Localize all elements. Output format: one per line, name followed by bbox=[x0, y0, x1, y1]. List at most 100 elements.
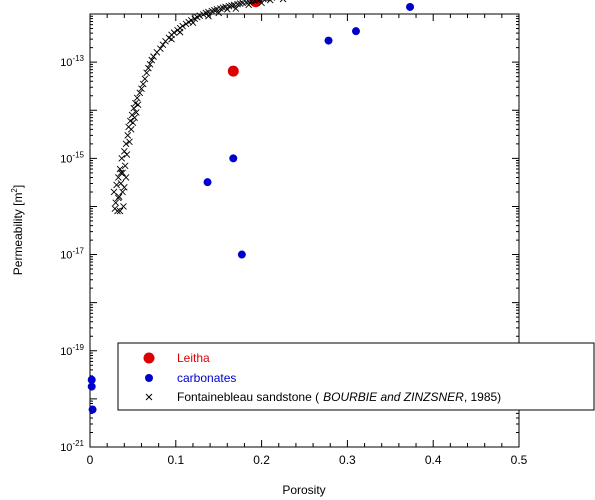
point-x bbox=[232, 5, 240, 12]
point-x bbox=[119, 169, 126, 177]
point-circle bbox=[87, 382, 96, 391]
y-axis-label: Permeability [m2] bbox=[10, 185, 25, 275]
point-x bbox=[266, 0, 274, 4]
legend-label-leitha: Leitha bbox=[177, 351, 210, 365]
point-x bbox=[205, 12, 212, 20]
point-x bbox=[259, 0, 267, 3]
point-x bbox=[121, 147, 128, 155]
point-x bbox=[124, 132, 132, 139]
legend-marker-fontainebleau bbox=[145, 393, 153, 401]
legend-box bbox=[117, 342, 595, 411]
legend-marker-leitha bbox=[143, 352, 155, 364]
y-tick-label: 10-13 bbox=[60, 54, 84, 69]
y-tick-label: 10-15 bbox=[60, 150, 84, 165]
data-points bbox=[87, 0, 415, 414]
point-x bbox=[145, 64, 152, 72]
legend: Leitha carbonates Fontainebleau sandston… bbox=[117, 342, 595, 411]
legend-label-carbonates: carbonates bbox=[177, 371, 236, 385]
y-axis-label-main: Permeability [m bbox=[11, 193, 25, 276]
point-x bbox=[117, 169, 125, 177]
point-x bbox=[223, 6, 231, 13]
x-axis-label: Porosity bbox=[282, 483, 325, 497]
point-x bbox=[114, 207, 121, 215]
point-circle bbox=[227, 65, 239, 77]
point-circle bbox=[237, 250, 246, 259]
point-x bbox=[148, 56, 156, 64]
point-circle bbox=[250, 0, 262, 8]
point-x bbox=[189, 19, 197, 27]
point-x bbox=[253, 0, 261, 4]
point-x bbox=[123, 151, 131, 158]
point-circle bbox=[203, 178, 212, 187]
point-x bbox=[129, 119, 137, 127]
y-tick-label: 10-19 bbox=[60, 343, 84, 358]
point-circle bbox=[324, 36, 333, 45]
point-x bbox=[127, 126, 135, 133]
x-tick-label: 0.5 bbox=[511, 453, 528, 467]
legend-marker-carbonates bbox=[145, 374, 153, 382]
point-x bbox=[134, 101, 142, 109]
point-circle bbox=[351, 27, 360, 36]
point-x bbox=[143, 69, 150, 77]
point-x bbox=[225, 2, 233, 10]
point-x bbox=[196, 12, 204, 20]
plot-frame bbox=[89, 13, 520, 448]
point-x bbox=[245, 0, 253, 6]
point-x bbox=[116, 207, 124, 215]
point-x bbox=[170, 29, 178, 36]
legend-label-fontainebleau-citation: BOURBIE and ZINZSNER bbox=[323, 390, 464, 404]
point-x bbox=[159, 41, 167, 49]
x-tick-label: 0.1 bbox=[167, 453, 184, 467]
point-x bbox=[219, 4, 227, 12]
point-circle bbox=[406, 2, 415, 11]
point-circle bbox=[87, 375, 96, 384]
point-x bbox=[141, 75, 149, 83]
y-tick-labels: 10-13 10-15 10-17 10-19 10-21 bbox=[60, 54, 84, 454]
point-x bbox=[258, 0, 265, 7]
point-x bbox=[146, 60, 154, 68]
point-x bbox=[236, 0, 244, 7]
point-x bbox=[136, 89, 144, 97]
point-x bbox=[215, 9, 223, 17]
point-x bbox=[139, 80, 147, 88]
point-circle bbox=[229, 154, 238, 163]
legend-label-fontainebleau-main: Fontainebleau sandstone ( bbox=[177, 390, 319, 404]
point-x bbox=[176, 28, 184, 36]
point-x bbox=[114, 194, 122, 202]
y-tick-label: 10-21 bbox=[60, 439, 84, 454]
legend-label-fontainebleau-suffix: , 1985) bbox=[464, 390, 501, 404]
point-x bbox=[133, 109, 140, 116]
point-x bbox=[279, 0, 287, 3]
x-tick-labels: 0 0.1 0.2 0.3 0.4 0.5 bbox=[87, 453, 528, 467]
y-axis-label-sup: 2 bbox=[10, 188, 19, 193]
point-x bbox=[179, 22, 186, 30]
point-x bbox=[168, 35, 175, 43]
point-x bbox=[120, 203, 127, 210]
point-x bbox=[138, 85, 145, 93]
point-x bbox=[122, 140, 130, 148]
point-x bbox=[112, 199, 120, 206]
point-x bbox=[150, 53, 157, 60]
point-x bbox=[113, 181, 120, 189]
point-x bbox=[126, 138, 133, 146]
point-x bbox=[121, 183, 128, 191]
point-x bbox=[234, 0, 241, 8]
x-tick-label: 0.3 bbox=[339, 453, 356, 467]
point-x bbox=[245, 1, 253, 9]
point-x bbox=[130, 104, 138, 112]
point-x bbox=[131, 114, 138, 121]
point-x bbox=[247, 0, 255, 5]
point-x bbox=[118, 155, 126, 162]
point-x bbox=[116, 165, 124, 173]
x-tick-label: 0.2 bbox=[253, 453, 270, 467]
point-x bbox=[256, 0, 264, 3]
point-x bbox=[217, 5, 224, 12]
legend-label-fontainebleau: Fontainebleau sandstone ( BOURBIE and ZIN… bbox=[177, 390, 501, 404]
point-x bbox=[157, 45, 164, 53]
point-x bbox=[133, 94, 141, 102]
point-x bbox=[119, 188, 126, 196]
y-tick-label: 10-17 bbox=[60, 247, 84, 262]
x-tick-label: 0 bbox=[87, 453, 94, 467]
point-circle bbox=[88, 405, 97, 414]
